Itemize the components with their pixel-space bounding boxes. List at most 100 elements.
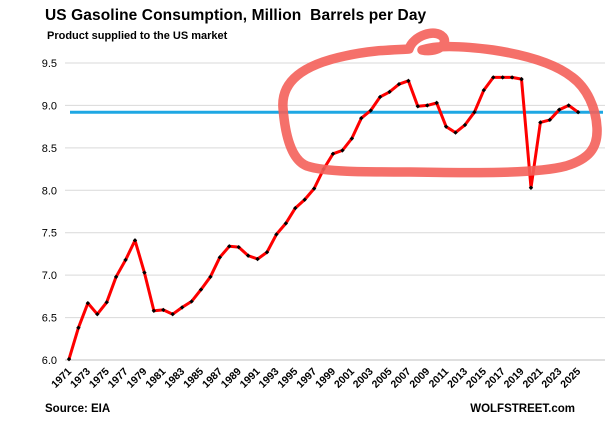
x-tick-label: 1991 [238,366,263,391]
data-point-marker [255,256,260,262]
y-tick-label: 8.0 [42,185,57,197]
data-point-marker [293,205,298,211]
y-tick-label: 9.0 [42,100,57,112]
data-point-marker [132,238,138,243]
data-point-marker [462,122,468,128]
data-point-marker [500,75,505,80]
y-tick-label: 6.5 [42,313,57,325]
data-point-marker [443,124,449,129]
data-point-marker [387,89,392,95]
data-point-marker [264,250,270,255]
data-point-marker [245,253,251,258]
x-tick-label: 1995 [275,366,300,391]
data-point-marker [491,75,496,80]
y-tick-label: 7.0 [42,270,57,282]
x-tick-label: 1981 [143,366,168,391]
x-tick-label: 2015 [464,366,489,391]
data-point-marker [142,270,147,275]
x-tick-label: 1971 [49,366,74,391]
data-point-marker [170,311,175,317]
data-point-marker [302,197,307,202]
data-point-marker [227,244,232,249]
data-point-marker [217,255,223,260]
data-point-marker [161,307,166,313]
data-point-marker [151,308,157,313]
x-tick-label: 2009 [407,366,432,391]
data-point-marker [415,104,421,109]
data-point-marker [66,356,72,362]
x-tick-label: 1983 [162,366,187,391]
data-point-marker [359,115,364,121]
data-point-marker [85,300,91,306]
data-point-marker [311,186,317,191]
x-tick-label: 1989 [219,366,244,391]
data-point-marker [434,100,439,106]
data-point-marker [425,103,430,108]
x-tick-label: 2007 [389,366,414,391]
consumption-line [67,75,580,361]
x-tick-label: 1999 [313,366,338,391]
data-point-marker [208,274,213,280]
branding-label: WOLFSTREET.com [470,403,575,415]
y-tick-label: 8.5 [42,143,57,155]
x-tick-label: 1977 [106,366,131,391]
data-point-marker [123,257,128,263]
data-point-marker [481,87,487,93]
data-point-marker [104,300,109,305]
data-point-marker [472,110,477,115]
gridlines [65,62,605,361]
data-point-marker [76,325,81,330]
chart-subtitle: Product supplied to the US market [47,30,228,42]
data-point-marker [283,221,289,226]
x-tick-label: 2025 [558,366,583,391]
y-tick-label: 9.5 [42,58,57,70]
hand-drawn-circle-annotation [278,28,602,178]
data-point-marker [557,107,562,112]
data-point-marker [406,78,411,84]
x-tick-label: 2005 [370,366,395,391]
x-tick-label: 1979 [125,366,150,391]
x-tick-label: 1973 [68,366,93,391]
chart-title: US Gasoline Consumption, Million Barrels… [45,7,427,24]
x-tick-label: 2003 [351,366,376,391]
x-tick-label: 2019 [502,366,527,391]
x-tick-label: 1975 [87,366,112,391]
y-tick-label: 7.5 [42,228,57,240]
data-point-marker [453,130,458,135]
x-tick-label: 2023 [539,366,564,391]
y-tick-label: 6.0 [42,355,57,367]
data-point-marker [349,136,355,141]
source-label: Source: EIA [45,403,111,415]
data-point-marker [368,108,373,113]
data-point-marker [519,76,524,82]
data-point-marker [330,151,336,156]
data-point-marker [95,311,100,317]
data-point-marker [538,120,543,125]
x-tick-label: 2017 [483,366,508,391]
data-point-marker [509,75,515,80]
data-point-marker [189,299,194,304]
data-point-marker [340,148,345,153]
x-tick-label: 2001 [332,366,357,391]
x-tick-label: 1985 [181,366,206,391]
x-tick-label: 1997 [294,366,319,391]
y-axis-labels: 6.0 6.5 7.0 7.5 8.0 8.5 9.0 9.5 [42,58,57,367]
x-tick-label: 1987 [200,366,225,391]
data-point-marker [566,103,571,108]
data-point-marker [396,82,402,87]
data-point-marker [274,232,279,237]
data-point-marker [377,94,383,100]
data-point-marker [113,274,119,280]
x-tick-label: 2013 [445,366,470,391]
data-point-marker [547,117,553,123]
data-point-markers [66,75,581,362]
data-point-marker [528,185,534,190]
x-axis-labels: 1971197319751977197919811983198519871989… [49,366,583,391]
data-point-marker [575,110,581,115]
x-tick-label: 1993 [257,366,282,391]
x-tick-label: 2021 [521,366,546,391]
data-point-marker [198,287,204,292]
x-tick-label: 2011 [427,366,452,391]
